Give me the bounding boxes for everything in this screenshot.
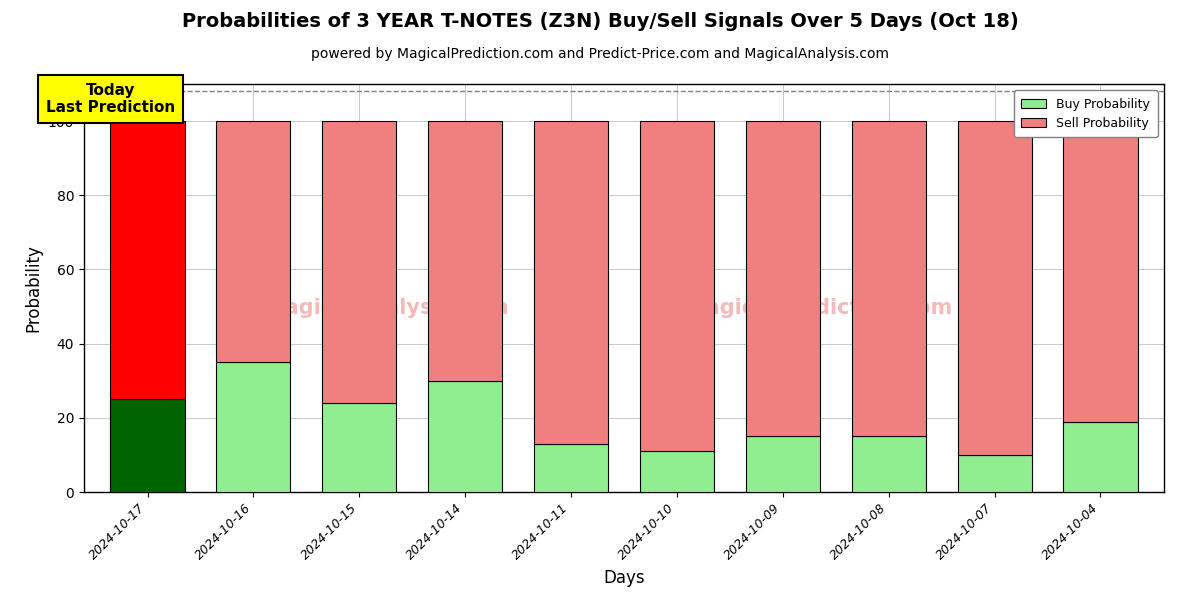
Bar [852, 121, 925, 436]
X-axis label: Days: Days [604, 569, 644, 587]
Bar [852, 436, 925, 492]
Bar [958, 121, 1032, 455]
Bar [110, 399, 185, 492]
Bar [428, 121, 503, 381]
Text: powered by MagicalPrediction.com and Predict-Price.com and MagicalAnalysis.com: powered by MagicalPrediction.com and Pre… [311, 47, 889, 61]
Bar [1063, 422, 1138, 492]
Bar [745, 436, 820, 492]
Bar [640, 121, 714, 451]
Bar [1063, 121, 1138, 422]
Bar [323, 121, 396, 403]
Bar [640, 451, 714, 492]
Text: MagicalPrediction.com: MagicalPrediction.com [685, 298, 952, 319]
Legend: Buy Probability, Sell Probability: Buy Probability, Sell Probability [1014, 90, 1158, 137]
Bar [745, 121, 820, 436]
Text: Probabilities of 3 YEAR T-NOTES (Z3N) Buy/Sell Signals Over 5 Days (Oct 18): Probabilities of 3 YEAR T-NOTES (Z3N) Bu… [181, 12, 1019, 31]
Y-axis label: Probability: Probability [24, 244, 42, 332]
Text: Today
Last Prediction: Today Last Prediction [46, 83, 175, 115]
Bar [110, 121, 185, 399]
Text: MagicalAnalysis.com: MagicalAnalysis.com [264, 298, 509, 319]
Bar [534, 121, 608, 444]
Bar [534, 444, 608, 492]
Bar [323, 403, 396, 492]
Bar [216, 362, 290, 492]
Bar [216, 121, 290, 362]
Bar [958, 455, 1032, 492]
Bar [428, 381, 503, 492]
